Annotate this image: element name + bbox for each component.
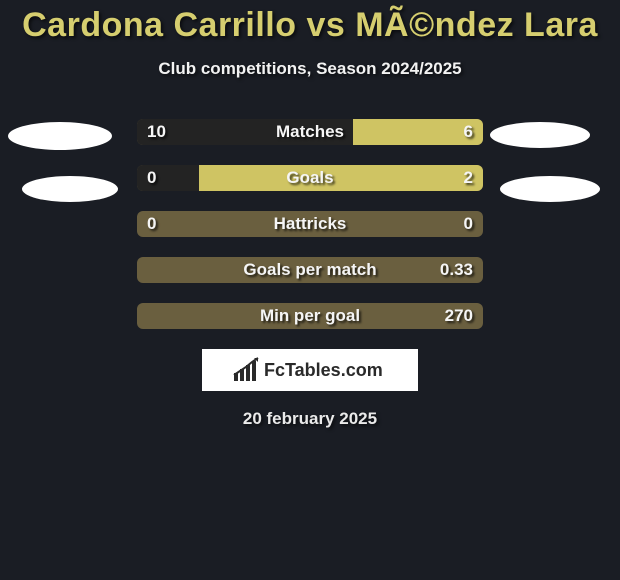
brand-text: FcTables.com: [264, 360, 383, 380]
player-left-ellipse-1: [8, 122, 112, 150]
stat-label: Min per goal: [137, 303, 483, 329]
stat-row: Hattricks0 0: [137, 211, 483, 237]
stat-label: Hattricks: [137, 211, 483, 237]
page-subtitle: Club competitions, Season 2024/2025: [0, 59, 620, 79]
comparison-card: Cardona Carrillo vs MÃ©ndez Lara Club co…: [0, 0, 620, 580]
page-title: Cardona Carrillo vs MÃ©ndez Lara: [0, 0, 620, 45]
stat-label: Goals: [137, 165, 483, 191]
stat-left-value: 0: [147, 211, 156, 237]
stat-row: Goals per match0.33: [137, 257, 483, 283]
stat-label: Matches: [137, 119, 483, 145]
player-left-ellipse-2: [22, 176, 118, 202]
stat-label: Goals per match: [137, 257, 483, 283]
player-right-ellipse-2: [500, 176, 600, 202]
stat-right-value: 0.33: [440, 257, 473, 283]
stat-right-value: 2: [464, 165, 473, 191]
stat-row: Matches10 6: [137, 119, 483, 145]
footer-date: 20 february 2025: [0, 409, 620, 429]
brand-logo-icon: FcTables.com: [230, 355, 390, 385]
stat-left-value: 0: [147, 165, 156, 191]
stat-right-value: 270: [445, 303, 473, 329]
stats-list: Matches106Goals02Hattricks00Goals per ma…: [137, 119, 483, 329]
stat-row: Min per goal270: [137, 303, 483, 329]
brand-box: FcTables.com: [202, 349, 418, 391]
stat-right-value: 0: [464, 211, 473, 237]
stat-right-value: 6: [464, 119, 473, 145]
stat-left-value: 10: [147, 119, 166, 145]
stat-row: Goals0 2: [137, 165, 483, 191]
player-right-ellipse-1: [490, 122, 590, 148]
